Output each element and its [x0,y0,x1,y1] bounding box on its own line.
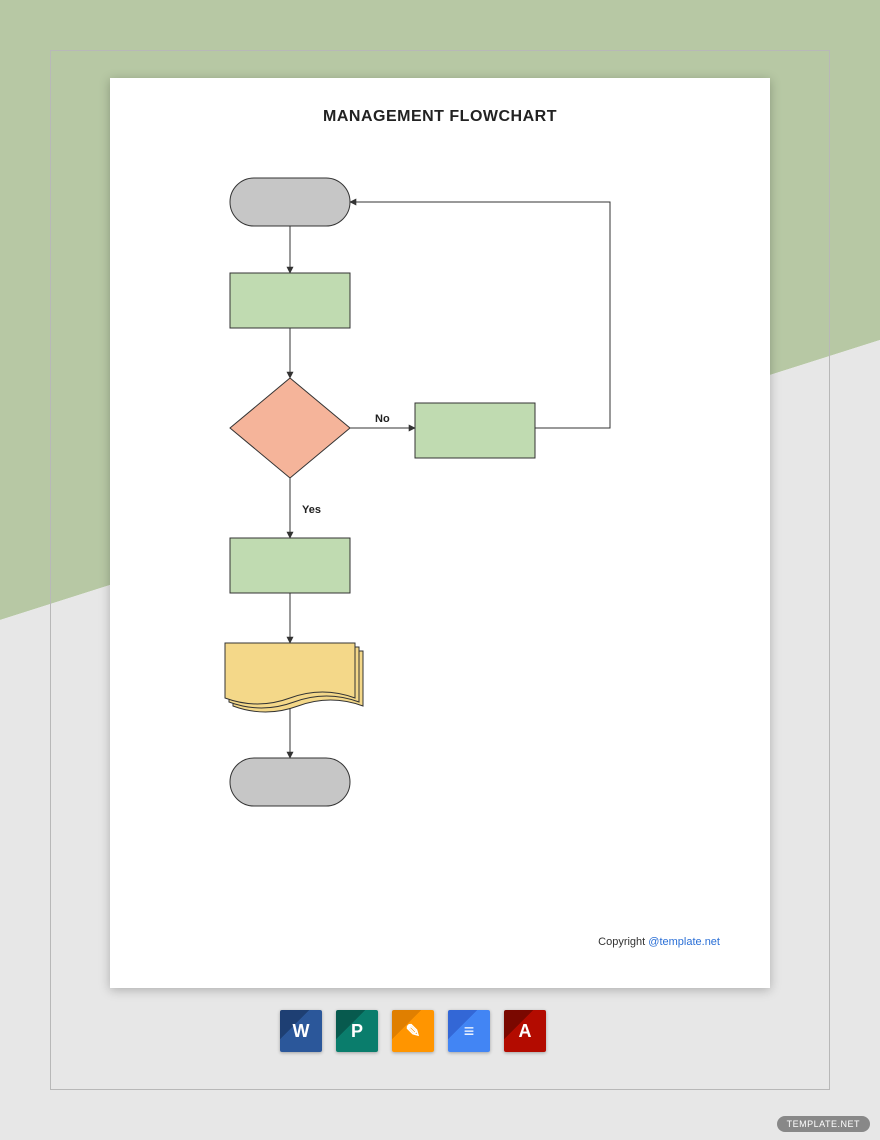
flowchart-canvas: No Yes [110,78,770,988]
watermark-badge: TEMPLATE.NET [777,1116,870,1132]
gdocs-icon[interactable]: ≡ [448,1010,490,1052]
copyright-line: Copyright @template.net [598,936,720,948]
svg-text:Yes: Yes [302,504,321,516]
document-page: MANAGEMENT FLOWCHART NoYes Copyright @te… [110,78,770,988]
app-icons-row: WP ✎ ≡ A [280,1010,546,1052]
svg-text:No: No [375,413,390,425]
copyright-text: Copyright [598,936,648,948]
word-icon[interactable]: W [280,1010,322,1052]
pdf-icon[interactable]: A [504,1010,546,1052]
pages-icon[interactable]: ✎ [392,1010,434,1052]
publisher-icon[interactable]: P [336,1010,378,1052]
copyright-link[interactable]: @template.net [648,936,720,948]
